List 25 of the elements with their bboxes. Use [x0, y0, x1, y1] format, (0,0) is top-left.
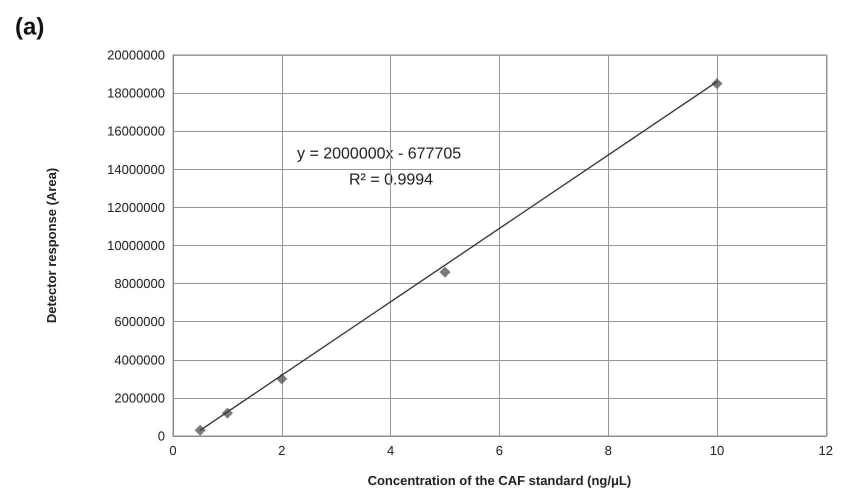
chart-title: (a)	[15, 14, 44, 40]
point	[194, 424, 206, 436]
x-tick-label: 2	[278, 443, 286, 458]
y-tick-label: 10000000	[107, 238, 165, 253]
y-tick-label: 0	[158, 428, 165, 444]
x-tick-label: 0	[169, 443, 177, 458]
x-tick-label: 6	[496, 443, 503, 458]
x-axis-title: Concentration of the CAF standard (ng/μL)	[368, 473, 632, 488]
y-tick-label: 14000000	[107, 162, 165, 177]
y-tick-label: 6000000	[114, 314, 165, 330]
y-tick-label: 18000000	[107, 86, 165, 101]
y-tick-label: 16000000	[107, 124, 165, 139]
x-tick-label: 8	[604, 443, 612, 458]
x-tick-label: 4	[386, 443, 394, 458]
y-tick-label: 2000000	[114, 390, 165, 406]
x-tick-label: 12	[818, 443, 834, 458]
y-tick-label: 8000000	[114, 276, 165, 292]
annotation: R² = 0.9994	[349, 172, 434, 188]
x-tick-label: 10	[710, 443, 724, 458]
y-tick-label: 12000000	[107, 200, 165, 215]
annotation: y = 2000000x - 677705	[297, 146, 462, 162]
y-axis-title: Detector response (Area)	[44, 168, 59, 324]
y-tick-label: 4000000	[114, 352, 165, 368]
point	[439, 266, 450, 278]
y-tick-label: 20000000	[107, 48, 165, 62]
